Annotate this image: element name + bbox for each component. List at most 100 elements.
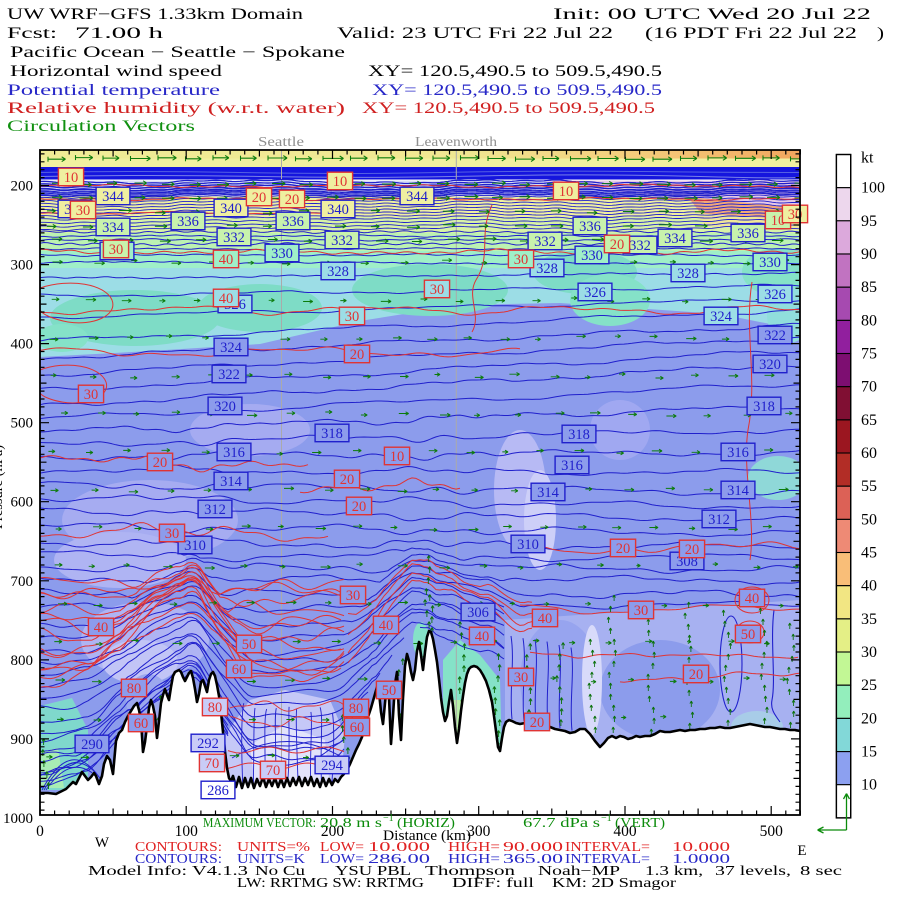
svg-text:316: 316 — [561, 458, 583, 474]
svg-text:294: 294 — [321, 758, 344, 774]
svg-text:20: 20 — [153, 455, 168, 471]
svg-text:326: 326 — [584, 285, 606, 301]
svg-text:65: 65 — [861, 412, 877, 429]
svg-text:Distance (km): Distance (km) — [383, 828, 471, 844]
svg-text:71.00 h: 71.00 h — [75, 25, 163, 42]
svg-text:Model Info: V4.1.3: Model Info: V4.1.3 — [88, 863, 248, 878]
svg-text:365.00: 365.00 — [503, 851, 563, 866]
svg-text:336: 336 — [579, 219, 601, 235]
svg-text:Circulation Vectors: Circulation Vectors — [7, 118, 195, 135]
svg-text:75: 75 — [861, 345, 877, 362]
svg-text:Potential temperature: Potential temperature — [7, 82, 220, 99]
svg-text:328: 328 — [677, 266, 699, 282]
svg-text:336: 336 — [177, 214, 199, 230]
svg-text:30: 30 — [514, 670, 529, 686]
svg-text:332: 332 — [223, 230, 245, 246]
svg-text:−1: −1 — [601, 813, 612, 824]
svg-text:336: 336 — [282, 214, 304, 230]
svg-text:25: 25 — [861, 677, 877, 694]
svg-text:YSU PBL: YSU PBL — [335, 863, 411, 878]
svg-text:30: 30 — [109, 242, 124, 258]
svg-text:20: 20 — [616, 541, 631, 557]
svg-text:): ) — [877, 25, 884, 42]
svg-text:40: 40 — [745, 591, 760, 607]
svg-text:20: 20 — [861, 710, 877, 727]
svg-text:20.8 m s: 20.8 m s — [320, 815, 382, 830]
svg-text:20: 20 — [685, 542, 700, 558]
svg-text:30: 30 — [76, 203, 91, 219]
svg-text:340: 340 — [220, 201, 242, 217]
svg-text:XY= 120.5,490.5 to 509.5,490.5: XY= 120.5,490.5 to 509.5,490.5 — [368, 63, 662, 80]
svg-text:1.0000: 1.0000 — [672, 851, 730, 866]
svg-text:85: 85 — [861, 279, 877, 296]
svg-text:50: 50 — [242, 637, 257, 653]
svg-text:314: 314 — [220, 474, 243, 490]
svg-text:322: 322 — [764, 328, 786, 344]
svg-text:332: 332 — [534, 234, 556, 250]
svg-text:30: 30 — [346, 588, 361, 604]
svg-text:80: 80 — [208, 700, 223, 716]
svg-text:324: 324 — [710, 309, 733, 325]
svg-text:314: 314 — [727, 483, 750, 499]
svg-text:800: 800 — [11, 653, 34, 669]
svg-text:INTERVAL=: INTERVAL= — [565, 839, 650, 854]
svg-text:332: 332 — [629, 238, 651, 254]
svg-text:340: 340 — [327, 202, 349, 218]
svg-text:70: 70 — [266, 763, 281, 779]
svg-text:10: 10 — [559, 184, 574, 200]
svg-text:8 sec: 8 sec — [800, 863, 842, 878]
svg-text:60: 60 — [350, 720, 365, 736]
svg-text:700: 700 — [11, 574, 34, 590]
svg-text:70: 70 — [205, 756, 220, 772]
svg-text:1.3 km,: 1.3 km, — [645, 863, 703, 878]
svg-text:DIFF: full: DIFF: full — [452, 875, 534, 890]
svg-text:20: 20 — [340, 472, 355, 488]
svg-text:90.000: 90.000 — [503, 839, 563, 854]
svg-text:HIGH=: HIGH= — [448, 851, 500, 866]
svg-text:318: 318 — [753, 399, 775, 415]
svg-text:70: 70 — [861, 379, 877, 396]
svg-text:312: 312 — [204, 502, 226, 518]
svg-text:30: 30 — [345, 309, 360, 325]
svg-text:312: 312 — [708, 512, 730, 528]
svg-text:40: 40 — [379, 618, 394, 634]
svg-text:Relative humidity (w.r.t. wate: Relative humidity (w.r.t. water) — [7, 100, 345, 117]
svg-text:40: 40 — [94, 620, 109, 636]
svg-text:XY= 120.5,490.5 to 509.5,490.5: XY= 120.5,490.5 to 509.5,490.5 — [362, 100, 655, 117]
svg-text:286.00: 286.00 — [368, 851, 430, 866]
svg-text:316: 316 — [727, 445, 749, 461]
svg-text:INTERVAL=: INTERVAL= — [565, 851, 650, 866]
svg-text:LOW=: LOW= — [320, 839, 364, 854]
svg-text:310: 310 — [184, 538, 206, 554]
svg-text:60: 60 — [232, 662, 247, 678]
svg-text:30: 30 — [430, 282, 445, 298]
svg-text:200: 200 — [321, 823, 345, 840]
svg-text:40: 40 — [475, 629, 490, 645]
svg-text:40: 40 — [538, 611, 553, 627]
svg-text:80: 80 — [349, 701, 364, 717]
svg-text:Pacific Ocean − Seattle − Spok: Pacific Ocean − Seattle − Spokane — [10, 44, 345, 61]
svg-text:XY= 120.5,490.5 to 509.5,490.5: XY= 120.5,490.5 to 509.5,490.5 — [372, 82, 662, 99]
svg-text:318: 318 — [321, 426, 343, 442]
svg-text:330: 330 — [581, 248, 603, 264]
svg-text:Fcst:: Fcst: — [7, 25, 57, 42]
svg-text:330: 330 — [759, 255, 781, 271]
svg-text:LOW=: LOW= — [320, 851, 364, 866]
svg-text:324: 324 — [220, 340, 243, 356]
svg-text:20: 20 — [352, 499, 367, 515]
svg-text:10: 10 — [333, 174, 348, 190]
svg-text:kt: kt — [861, 150, 874, 167]
svg-text:314: 314 — [537, 485, 560, 501]
svg-text:W: W — [95, 835, 110, 851]
svg-text:20: 20 — [252, 190, 267, 206]
svg-text:UW WRF−GFS 1.33km Domain: UW WRF−GFS 1.33km Domain — [7, 6, 303, 23]
svg-text:400: 400 — [11, 337, 34, 353]
svg-text:336: 336 — [737, 226, 759, 242]
svg-text:CONTOURS:: CONTOURS: — [135, 851, 222, 866]
svg-text:300: 300 — [11, 258, 34, 274]
svg-text:30: 30 — [84, 387, 99, 403]
svg-text:MAXIMUM VECTOR:: MAXIMUM VECTOR: — [203, 815, 316, 830]
svg-text:45: 45 — [861, 545, 877, 562]
svg-text:Horizontal wind speed: Horizontal wind speed — [10, 63, 222, 80]
svg-text:200: 200 — [11, 179, 34, 195]
